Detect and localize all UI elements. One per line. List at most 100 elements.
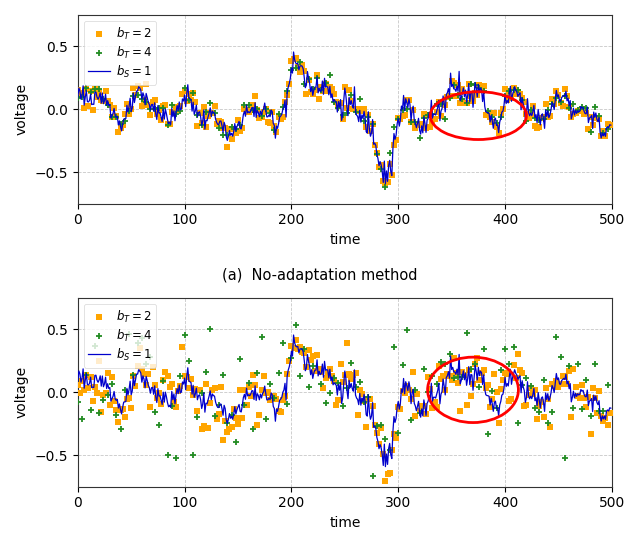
$b_T = 2$ <box>378 450 388 458</box>
$b_T = 2$ <box>173 386 183 395</box>
$b_T = 2$ <box>128 372 138 380</box>
$b_S = 1$ <box>290 49 298 55</box>
Line: $b_S = 1$: $b_S = 1$ <box>78 52 611 184</box>
$b_T = 2$ <box>600 414 611 422</box>
$b_T = 2$ <box>132 81 143 90</box>
$b_T = 2$ <box>150 96 160 105</box>
$b_T = 2$ <box>233 420 243 429</box>
$b_T = 2$ <box>160 101 170 110</box>
$b_T = 2$ <box>365 394 376 403</box>
$b_T = 4$ <box>538 115 548 124</box>
$b_T = 2$ <box>393 113 403 122</box>
$b_T = 4$ <box>257 112 267 120</box>
$b_T = 4$ <box>406 416 416 425</box>
$b_T = 2$ <box>483 110 493 118</box>
$b_T = 4$ <box>308 362 318 371</box>
$b_T = 4$ <box>265 108 275 117</box>
$b_T = 2$ <box>579 393 589 402</box>
$b_T = 2$ <box>602 120 612 129</box>
$b_T = 4$ <box>324 389 335 397</box>
$b_T = 4$ <box>163 451 173 459</box>
$b_T = 2$ <box>301 363 312 372</box>
$b_T = 2$ <box>79 103 90 112</box>
$b_T = 4$ <box>423 387 433 396</box>
$b_T = 2$ <box>201 123 211 131</box>
$b_T = 4$ <box>581 104 591 113</box>
$b_T = 2$ <box>96 95 106 104</box>
$b_T = 2$ <box>324 365 335 373</box>
$b_T = 4$ <box>350 107 360 116</box>
$b_T = 4$ <box>410 117 420 126</box>
$b_T = 2$ <box>361 122 371 131</box>
$b_T = 2$ <box>481 383 491 392</box>
$b_T = 2$ <box>543 395 553 403</box>
$b_T = 2$ <box>431 107 442 116</box>
$b_T = 2$ <box>305 356 316 365</box>
$b_T = 2$ <box>102 369 113 378</box>
$b_T = 2$ <box>235 126 245 135</box>
$b_T = 2$ <box>126 105 136 113</box>
$b_T = 2$ <box>376 161 387 169</box>
$b_T = 2$ <box>517 94 527 102</box>
$b_T = 2$ <box>107 373 117 382</box>
$b_T = 2$ <box>109 396 119 405</box>
$b_T = 4$ <box>380 183 390 191</box>
$b_T = 2$ <box>113 128 124 136</box>
$b_T = 2$ <box>291 53 301 62</box>
$b_T = 2$ <box>331 98 341 106</box>
$b_T = 2$ <box>278 396 288 404</box>
$b_T = 4$ <box>602 380 612 389</box>
$b_T = 4$ <box>402 105 412 114</box>
$b_T = 4$ <box>102 101 113 110</box>
$b_T = 2$ <box>94 88 104 96</box>
$b_T = 4$ <box>222 130 232 139</box>
$b_T = 2$ <box>463 365 474 374</box>
$b_T = 4$ <box>73 94 83 102</box>
$b_T = 2$ <box>502 96 512 105</box>
$b_T = 4$ <box>385 446 395 455</box>
$b_T = 2$ <box>192 407 202 416</box>
$b_T = 2$ <box>474 376 484 385</box>
$b_T = 4$ <box>419 114 429 123</box>
$b_T = 2$ <box>164 120 175 129</box>
$b_T = 2$ <box>207 108 218 117</box>
$b_T = 2$ <box>263 117 273 126</box>
$b_T = 4$ <box>273 369 284 378</box>
$b_S = 1$ <box>596 412 604 419</box>
$b_T = 2$ <box>102 97 113 106</box>
$b_T = 2$ <box>303 346 314 354</box>
$b_T = 2$ <box>543 112 553 121</box>
$b_T = 4$ <box>73 397 83 406</box>
$b_T = 2$ <box>425 123 435 132</box>
$b_T = 4$ <box>196 388 207 397</box>
$b_S = 1$ <box>513 372 521 378</box>
$b_T = 2$ <box>479 366 489 374</box>
$b_T = 4$ <box>530 113 540 122</box>
$b_T = 2$ <box>383 469 393 478</box>
$b_T = 4$ <box>205 324 215 333</box>
$b_T = 2$ <box>166 379 177 388</box>
$b_T = 2$ <box>173 106 183 114</box>
$b_T = 2$ <box>227 135 237 143</box>
$b_T = 2$ <box>246 106 256 114</box>
$b_T = 2$ <box>73 380 83 389</box>
$b_T = 2$ <box>385 469 395 478</box>
$b_T = 2$ <box>75 89 85 98</box>
$b_T = 2$ <box>581 108 591 117</box>
$b_T = 2$ <box>284 80 294 89</box>
$b_T = 4$ <box>522 117 532 125</box>
$b_T = 2$ <box>419 110 429 119</box>
$b_T = 2$ <box>463 79 474 88</box>
$b_T = 2$ <box>291 336 301 344</box>
$b_T = 4$ <box>594 112 604 120</box>
$b_T = 4$ <box>556 353 566 361</box>
$b_T = 2$ <box>404 95 414 104</box>
$b_T = 2$ <box>329 89 339 98</box>
$b_T = 4$ <box>260 104 271 113</box>
$b_T = 2$ <box>81 84 92 93</box>
$b_T = 2$ <box>554 382 564 391</box>
$b_T = 2$ <box>195 385 205 394</box>
$b_T = 2$ <box>428 118 438 126</box>
$b_T = 4$ <box>504 87 515 95</box>
$b_T = 2$ <box>346 97 356 106</box>
